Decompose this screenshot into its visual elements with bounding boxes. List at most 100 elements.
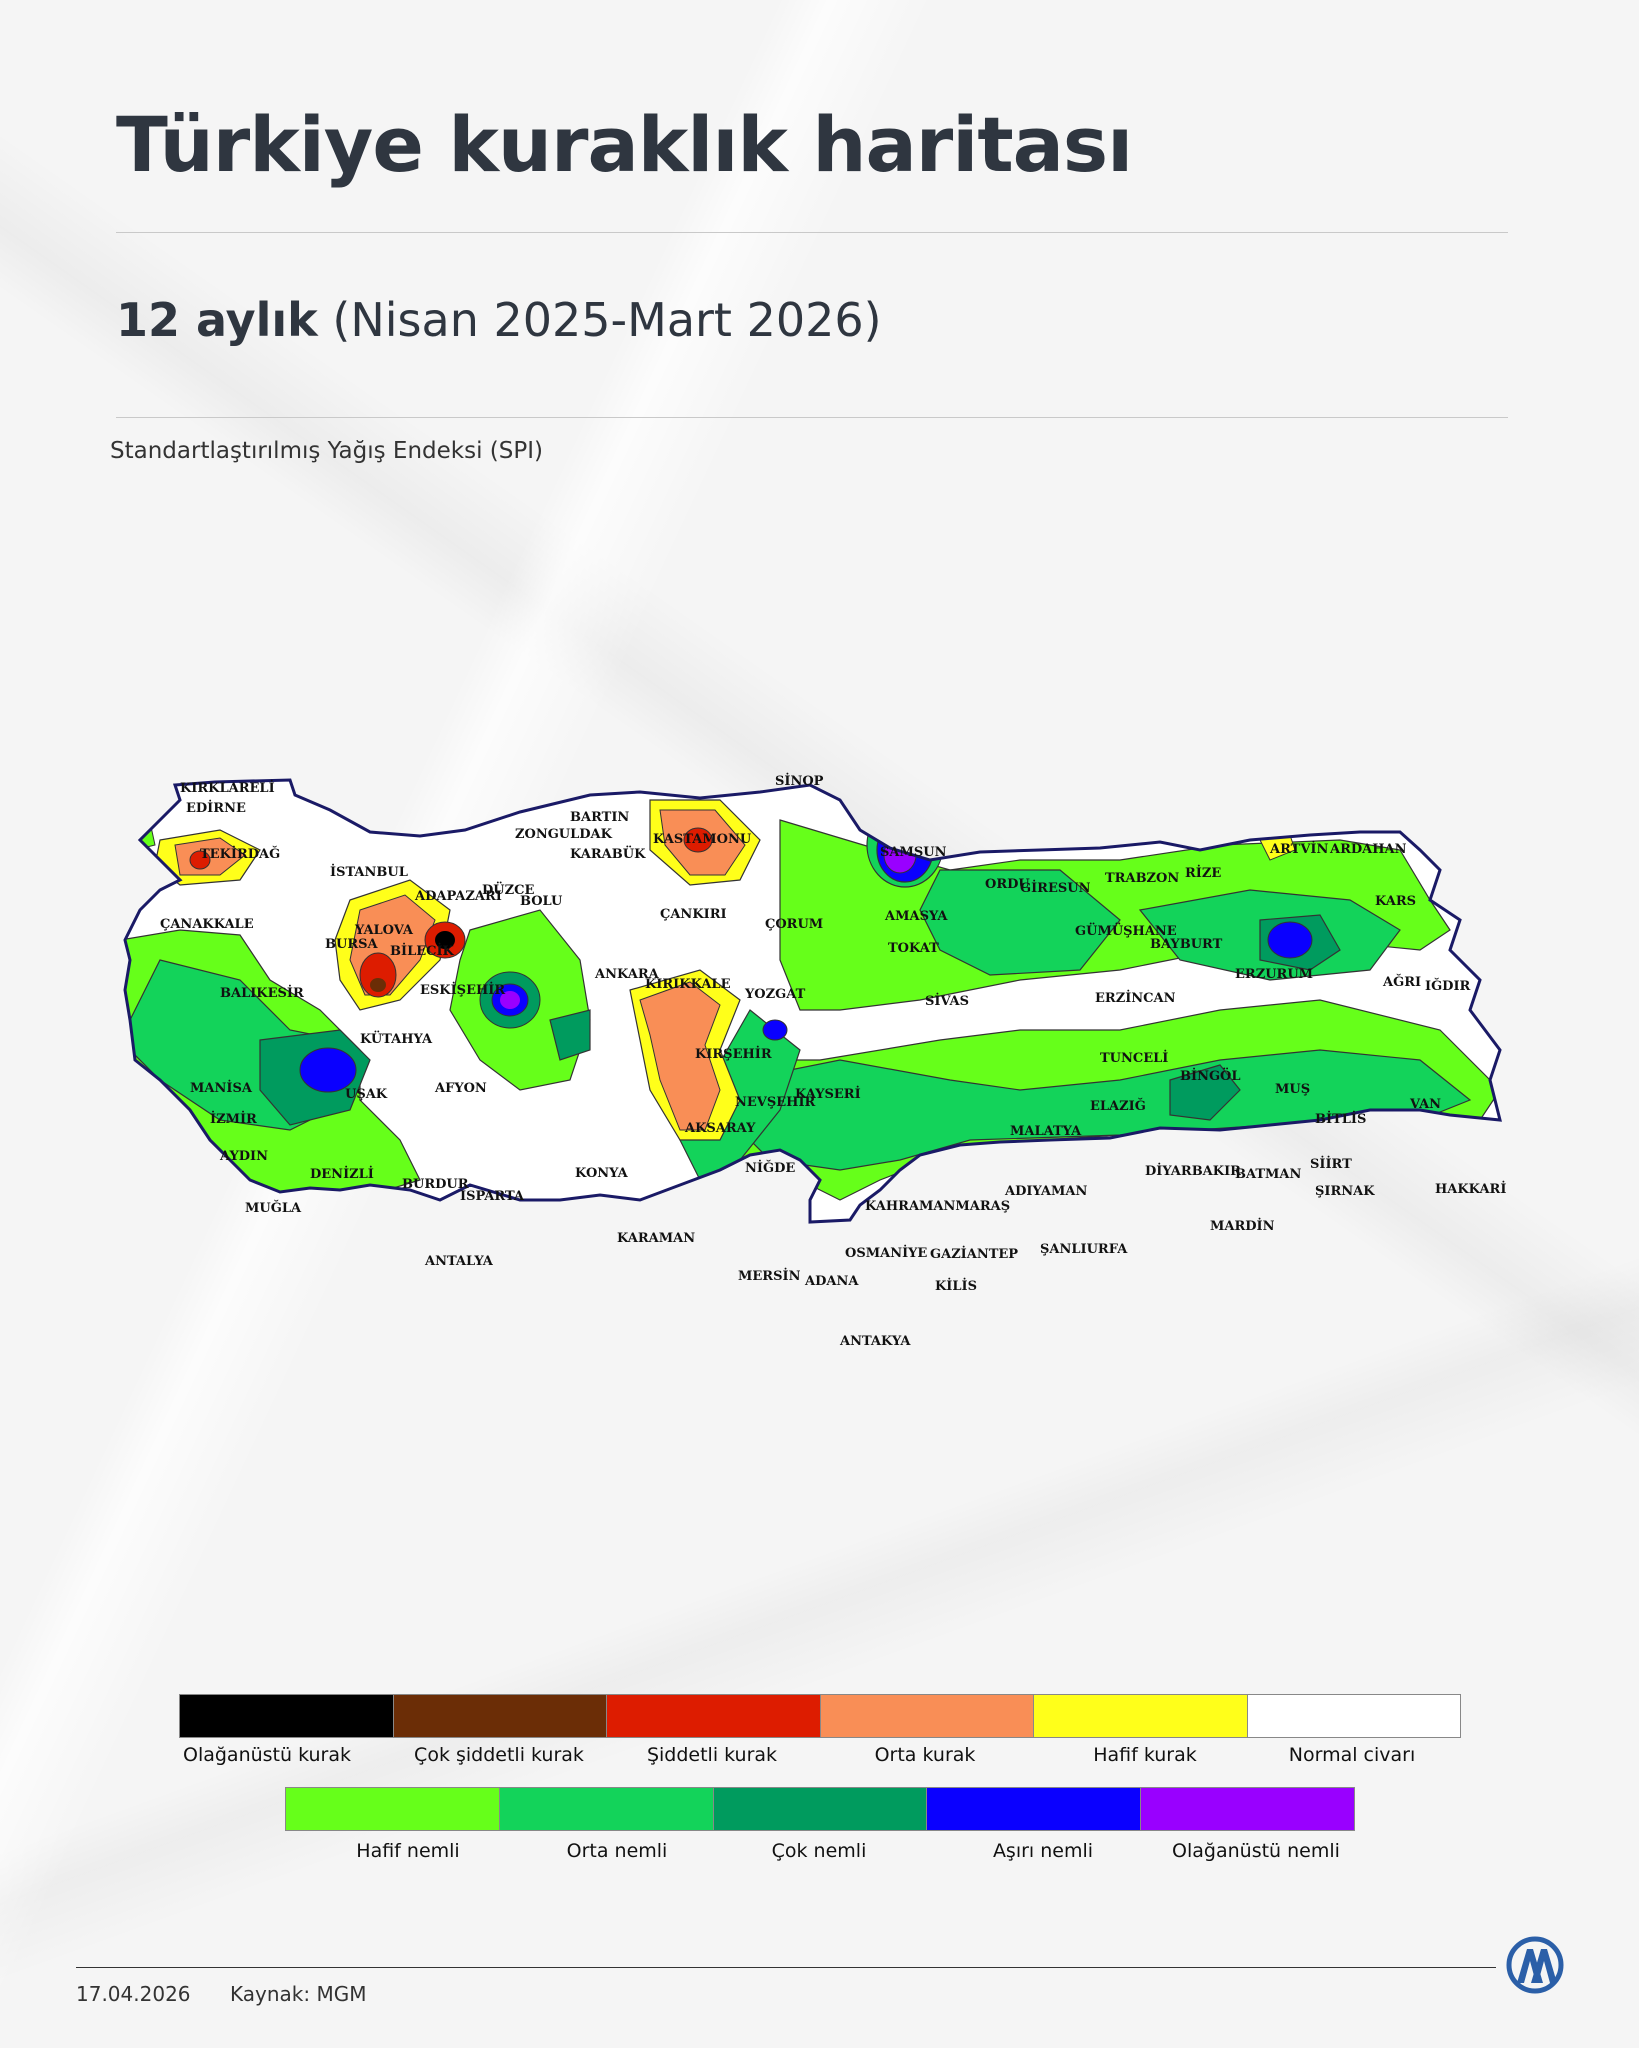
city-label: SİİRT (1310, 1156, 1352, 1172)
city-label: BURDUR (402, 1177, 469, 1192)
city-label: KARS (1375, 894, 1416, 909)
city-label: KONYA (575, 1166, 629, 1181)
city-label: ADIYAMAN (1004, 1184, 1087, 1199)
city-label: GAZİANTEP (930, 1246, 1018, 1262)
divider (116, 417, 1508, 418)
city-label: YALOVA (354, 923, 414, 938)
legend-swatch (1033, 1695, 1247, 1737)
aa-logo-icon (1506, 1936, 1564, 1994)
legend-swatch (180, 1695, 393, 1737)
city-label: BURSA (325, 937, 379, 952)
city-label: ADANA (804, 1274, 859, 1289)
city-label: KARABÜK (570, 845, 646, 862)
city-label: ANTALYA (424, 1254, 494, 1269)
city-label: BARTIN (570, 810, 629, 825)
city-label: KASTAMONU (653, 832, 752, 847)
city-label: BALIKESİR (220, 985, 304, 1001)
city-label: ARTVİN (1269, 841, 1329, 857)
city-label: TOKAT (888, 941, 939, 956)
city-label: ARDAHAN (1329, 842, 1407, 857)
city-label: KAYSERİ (795, 1086, 861, 1102)
legend-swatch (498, 1788, 713, 1830)
city-label: MALATYA (1010, 1124, 1082, 1139)
city-label: BİNGÖL (1180, 1067, 1241, 1084)
legend-label: Olağanüstü kurak (182, 1744, 351, 1766)
legend-label: Çok nemli (771, 1840, 867, 1862)
city-label: SİNOP (775, 773, 824, 789)
city-label: ÇORUM (765, 917, 823, 932)
period-range: (Nisan 2025-Mart 2026) (332, 293, 882, 347)
turkey-drought-map: KIRKLARELİ EDİRNE TEKİRDAĞ İSTANBUL ÇANA… (123, 773, 1506, 1349)
city-label: KIRIKKALE (645, 977, 731, 992)
city-label: DİYARBAKIR (1145, 1163, 1241, 1179)
legend-swatch (286, 1788, 499, 1830)
city-label: UŞAK (345, 1087, 388, 1102)
legend-swatch (1246, 1695, 1460, 1737)
city-label: ANTAKYA (839, 1334, 911, 1349)
city-label: TUNCELİ (1100, 1050, 1168, 1066)
source-label: Kaynak: MGM (230, 1982, 367, 2006)
city-label: ADAPAZARI (414, 889, 502, 904)
city-label: ESKİŞEHİR (420, 982, 505, 998)
city-label: AMASYA (884, 909, 948, 924)
footer-divider (76, 1967, 1496, 1968)
city-label: MUĞLA (245, 1199, 302, 1216)
city-label: ZONGULDAK (515, 827, 613, 842)
legend-swatch (712, 1788, 927, 1830)
divider (116, 232, 1508, 233)
city-label: ÇANAKKALE (160, 917, 254, 932)
city-label: KARAMAN (617, 1231, 695, 1246)
city-label: AKSARAY (684, 1121, 756, 1136)
index-name: Standartlaştırılmış Yağış Endeksi (SPI) (110, 438, 543, 464)
period-subtitle: 12 aylık (Nisan 2025-Mart 2026) (116, 293, 882, 347)
city-label: ERZİNCAN (1095, 990, 1176, 1006)
city-label: MERSİN (738, 1268, 801, 1284)
legend-swatch (392, 1695, 606, 1737)
legend-label: Şiddetli kurak (646, 1744, 778, 1766)
wet-legend-bar (285, 1787, 1355, 1831)
city-label: İSTANBUL (330, 864, 408, 880)
city-label: KİLİS (935, 1278, 977, 1294)
city-label: BAYBURT (1150, 937, 1223, 952)
city-label: NİĞDE (745, 1159, 795, 1176)
city-label: DÜZCE (482, 881, 534, 898)
city-label: ŞIRNAK (1315, 1184, 1375, 1199)
city-label: GİRESUN (1020, 880, 1091, 896)
city-label: KIRKLARELİ (180, 780, 275, 796)
page-title: Türkiye kuraklık haritası (116, 100, 1133, 189)
city-label: NEVŞEHİR (735, 1094, 816, 1110)
legend-label: Çok şiddetli kurak (414, 1744, 584, 1766)
legend-swatch (1140, 1788, 1354, 1830)
city-label: VAN (1409, 1097, 1441, 1112)
city-label: DENİZLİ (310, 1166, 374, 1182)
city-label: EDİRNE (186, 800, 246, 816)
city-label: ISPARTA (460, 1189, 525, 1204)
city-label: HAKKARİ (1435, 1181, 1506, 1197)
city-label: YOZGAT (744, 987, 806, 1002)
legend-label: Normal civarı (1288, 1744, 1416, 1766)
legend-label: Aşırı nemli (992, 1840, 1094, 1862)
city-label: ÇANKIRI (660, 907, 727, 922)
legend-label: Hafif kurak (1093, 1744, 1197, 1766)
publish-date: 17.04.2026 (76, 1982, 191, 2006)
dry-legend-bar (179, 1694, 1461, 1738)
city-label: ORDU (985, 877, 1030, 892)
city-label: ERZURUM (1235, 967, 1313, 982)
city-label: KIRŞEHİR (695, 1046, 772, 1062)
city-label: AFYON (434, 1081, 487, 1096)
city-label: OSMANİYE (845, 1245, 927, 1261)
city-label: TEKİRDAĞ (200, 845, 280, 862)
legend-swatch (606, 1695, 820, 1737)
city-label: BİTLİS (1315, 1111, 1366, 1127)
city-label: MUŞ (1275, 1082, 1310, 1097)
legend-label: Orta kurak (874, 1744, 976, 1766)
legend-label: Olağanüstü nemli (1172, 1840, 1340, 1862)
city-label: AYDIN (219, 1149, 268, 1164)
city-label: GÜMÜŞHANE (1075, 922, 1177, 939)
period-bold: 12 aylık (116, 293, 318, 347)
city-label: MARDİN (1210, 1218, 1275, 1234)
city-label: ŞANLIURFA (1040, 1242, 1128, 1257)
city-label: ANKARA (594, 967, 660, 982)
legend-label: Hafif nemli (356, 1840, 460, 1862)
city-label: KAHRAMANMARAŞ (865, 1199, 1010, 1214)
